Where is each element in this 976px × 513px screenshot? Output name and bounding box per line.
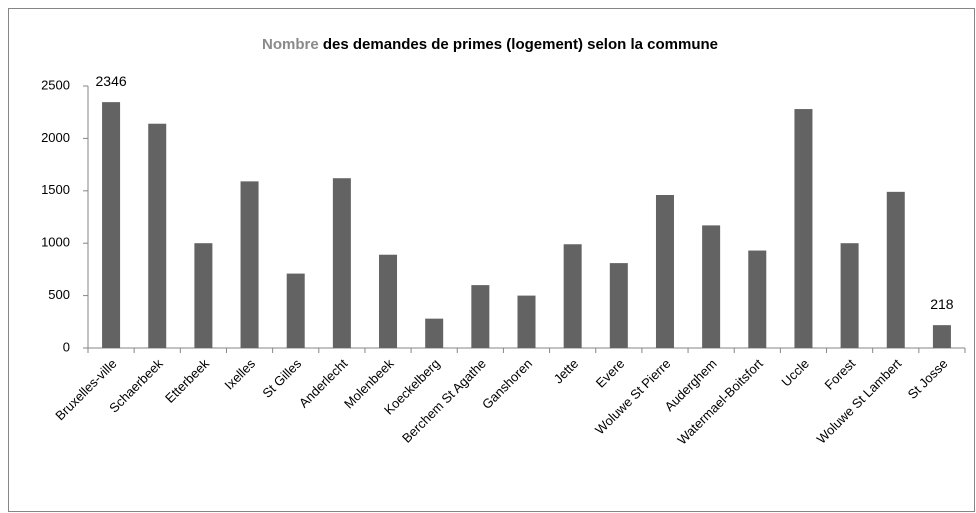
bar xyxy=(655,194,674,348)
bar xyxy=(517,295,536,348)
bar xyxy=(794,109,813,348)
y-tick-label: 2500 xyxy=(41,77,70,92)
bar xyxy=(286,273,305,348)
y-tick-label: 1500 xyxy=(41,182,70,197)
title-rest: des demandes de primes (logement) selon … xyxy=(323,36,718,53)
bar xyxy=(425,318,444,348)
y-tick-label: 0 xyxy=(63,339,70,354)
bar xyxy=(702,225,721,348)
bar xyxy=(148,123,167,348)
chart-title: Nombre des demandes de primes (logement)… xyxy=(262,36,718,53)
y-tick-label: 1000 xyxy=(41,235,70,250)
bar xyxy=(240,181,259,348)
bar xyxy=(563,244,582,348)
bar xyxy=(102,102,121,349)
bar xyxy=(932,325,951,348)
bar xyxy=(194,243,213,348)
bar xyxy=(886,191,905,348)
bar xyxy=(332,178,351,348)
bar xyxy=(379,254,398,348)
chart-border xyxy=(8,8,975,512)
data-label: 218 xyxy=(930,296,954,312)
bar xyxy=(609,263,628,348)
bar xyxy=(471,285,490,348)
bar xyxy=(748,250,767,348)
title-highlight: Nombre xyxy=(262,36,319,53)
y-tick-label: 2000 xyxy=(41,130,70,145)
bar xyxy=(840,243,859,348)
data-label: 2346 xyxy=(96,73,127,89)
y-tick-label: 500 xyxy=(48,287,70,302)
